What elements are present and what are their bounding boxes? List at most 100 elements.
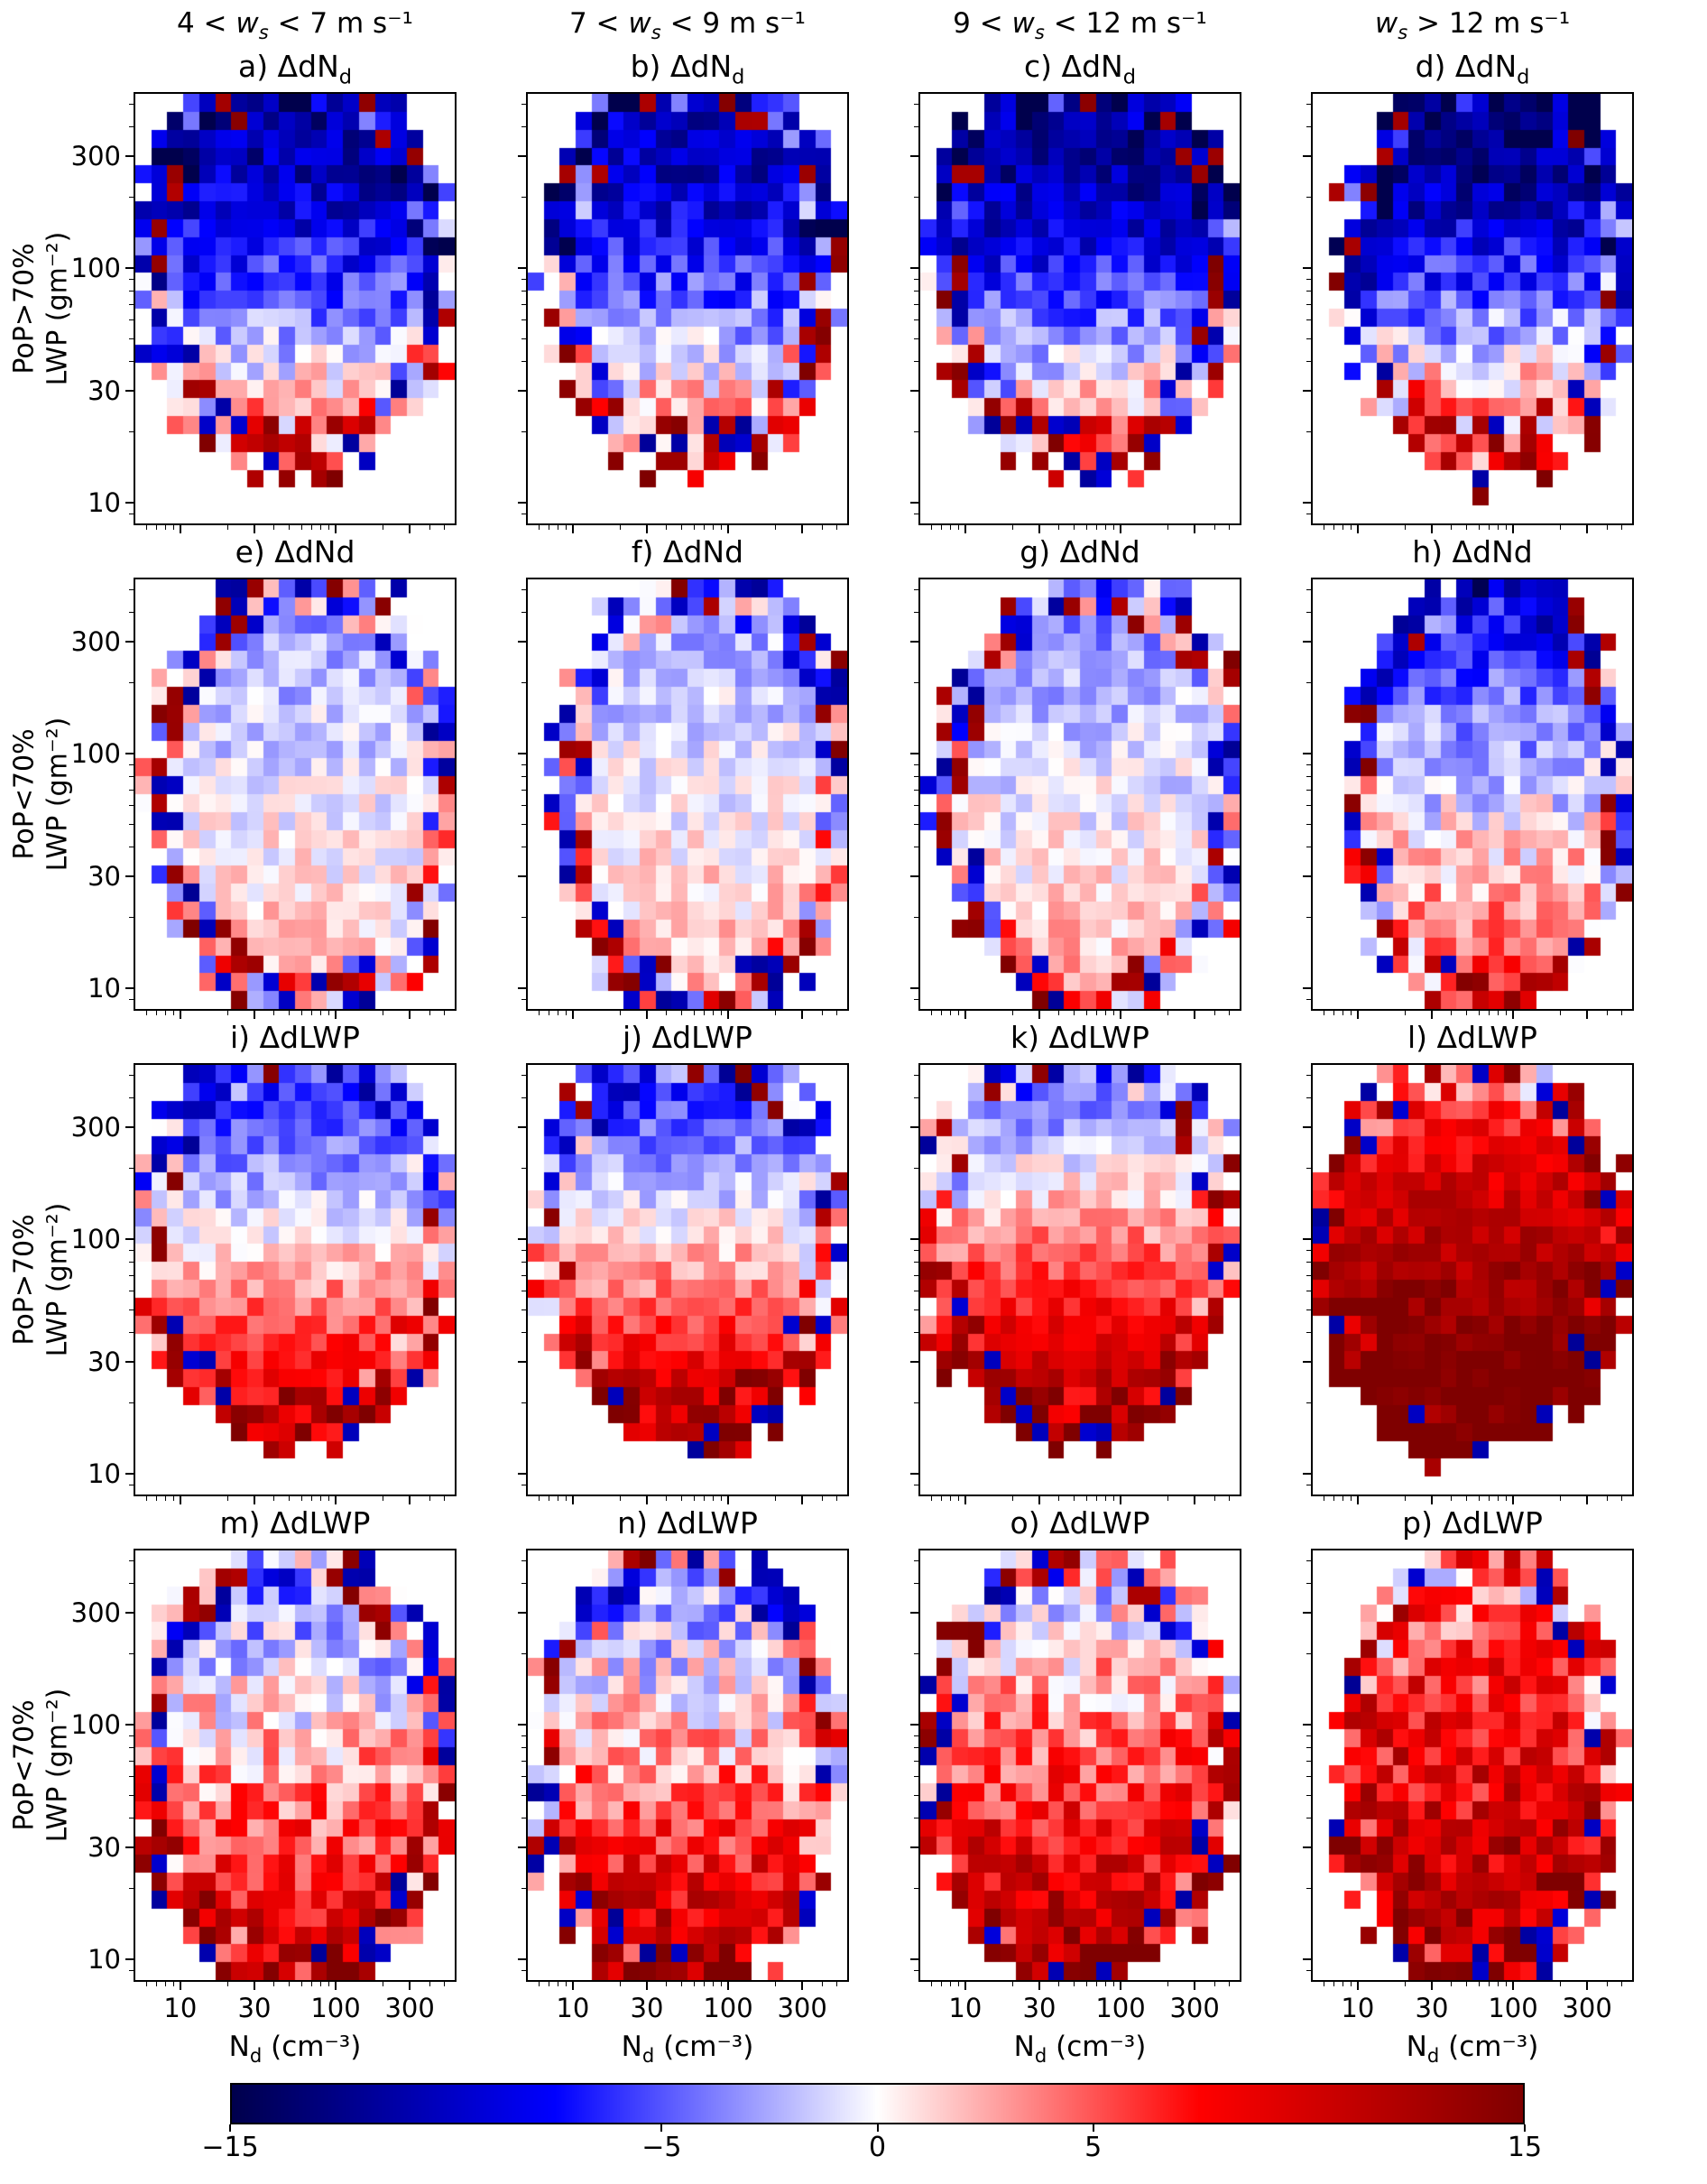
y-minor-tick — [129, 1168, 134, 1170]
x-minor-tick — [693, 525, 695, 530]
heatmap-panel-i — [134, 1063, 457, 1496]
heatmap-canvas-j — [528, 1065, 847, 1495]
x-minor-tick — [930, 1496, 932, 1501]
y-major-tick — [518, 640, 526, 643]
y-minor-tick — [521, 805, 526, 807]
y-minor-tick — [1306, 998, 1311, 1000]
x-axis-label: Nd (cm⁻³) — [1311, 2031, 1634, 2067]
panel-title-b: b) ΔdNd — [499, 49, 876, 89]
y-major-tick — [910, 1360, 918, 1363]
x-major-tick — [801, 1982, 804, 1990]
panel-title-text: g) ΔdNd — [1020, 534, 1140, 569]
heatmap-panel-j — [526, 1063, 849, 1496]
x-major-tick — [1512, 1982, 1514, 1990]
x-minor-tick — [836, 1982, 838, 1986]
x-minor-tick — [1404, 525, 1406, 530]
y-major-tick — [125, 1846, 134, 1848]
x-minor-tick — [774, 1011, 776, 1015]
x-minor-tick — [1478, 525, 1480, 530]
x-tick-label: 30 — [630, 1993, 664, 2023]
y-minor-tick — [1306, 290, 1311, 292]
x-major-tick — [1194, 1496, 1196, 1504]
x-minor-tick — [172, 1496, 174, 1501]
y-minor-tick — [521, 197, 526, 199]
y-minor-tick — [129, 126, 134, 127]
y-tick-label: 10 — [88, 486, 121, 518]
x-minor-tick — [1213, 1982, 1215, 1986]
x-minor-tick — [681, 1496, 683, 1501]
x-minor-tick — [713, 525, 715, 530]
heatmap-canvas-g — [920, 579, 1240, 1009]
x-minor-tick — [693, 1496, 695, 1501]
y-minor-tick — [129, 1794, 134, 1796]
x-minor-tick — [1113, 1982, 1115, 1986]
heatmap-panel-o — [918, 1549, 1241, 1982]
y-minor-tick — [914, 303, 918, 305]
y-major-tick — [910, 1237, 918, 1240]
x-minor-tick — [328, 1496, 330, 1501]
x-tick-label: 30 — [237, 1993, 272, 2023]
x-minor-tick — [1229, 1011, 1231, 1015]
y-major-tick — [518, 266, 526, 269]
x-minor-tick — [1011, 1496, 1013, 1501]
y-minor-tick — [129, 775, 134, 777]
x-minor-tick — [950, 525, 952, 530]
x-minor-tick — [1506, 525, 1508, 530]
y-minor-tick — [1306, 361, 1311, 363]
x-minor-tick — [1466, 1496, 1468, 1501]
y-minor-tick — [1306, 1332, 1311, 1334]
x-minor-tick — [1105, 525, 1107, 530]
y-major-tick — [910, 1846, 918, 1848]
x-major-tick — [1430, 1011, 1433, 1019]
colorbar — [230, 2083, 1525, 2124]
y-axis-label-line1: PoP>70% — [8, 243, 41, 375]
ws-sub: s — [1034, 21, 1045, 44]
x-axis-label-unit: (cm⁻³) — [654, 2031, 754, 2063]
x-minor-tick — [619, 1496, 621, 1501]
y-minor-tick — [1306, 103, 1311, 105]
x-major-tick — [1586, 1496, 1589, 1504]
y-minor-tick — [129, 1097, 134, 1098]
y-major-tick — [910, 389, 918, 392]
y-minor-tick — [1306, 682, 1311, 684]
y-minor-tick — [129, 1249, 134, 1251]
x-minor-tick — [156, 1982, 158, 1986]
x-major-tick — [335, 1496, 337, 1504]
x-minor-tick — [226, 1496, 228, 1501]
y-minor-tick — [129, 103, 134, 105]
y-minor-tick — [1306, 338, 1311, 339]
heatmap-panel-d — [1311, 92, 1634, 525]
x-tick-label: 100 — [1095, 1993, 1146, 2023]
heatmap-panel-g — [918, 578, 1241, 1011]
y-minor-tick — [129, 998, 134, 1000]
x-minor-tick — [172, 525, 174, 530]
x-minor-tick — [1350, 525, 1352, 530]
y-minor-tick — [1306, 1168, 1311, 1170]
x-minor-tick — [1498, 1982, 1499, 1986]
panel-title-text: k) ΔdLWP — [1010, 1020, 1149, 1055]
y-minor-tick — [914, 998, 918, 1000]
y-minor-tick — [914, 1776, 918, 1778]
x-minor-tick — [565, 1496, 567, 1501]
y-major-tick — [518, 389, 526, 392]
x-minor-tick — [1489, 1496, 1490, 1501]
y-minor-tick — [914, 278, 918, 280]
y-major-tick — [910, 501, 918, 504]
x-minor-tick — [1058, 1496, 1060, 1501]
y-minor-tick — [129, 197, 134, 199]
y-major-tick — [125, 1957, 134, 1960]
y-minor-tick — [521, 789, 526, 791]
x-minor-tick — [1451, 1982, 1453, 1986]
y-minor-tick — [1306, 1559, 1311, 1561]
y-minor-tick — [129, 917, 134, 919]
panel-title-m: m) ΔdLWP — [106, 1505, 484, 1545]
x-minor-tick — [1113, 1011, 1115, 1015]
x-minor-tick — [619, 1982, 621, 1986]
x-minor-tick — [1074, 525, 1075, 530]
y-minor-tick — [1306, 1074, 1311, 1076]
x-minor-tick — [1559, 1982, 1561, 1986]
header-text: 4 < — [176, 7, 236, 40]
y-minor-tick — [1306, 1760, 1311, 1762]
colorbar-tick — [229, 2124, 231, 2132]
heatmap-canvas-a — [135, 94, 455, 523]
